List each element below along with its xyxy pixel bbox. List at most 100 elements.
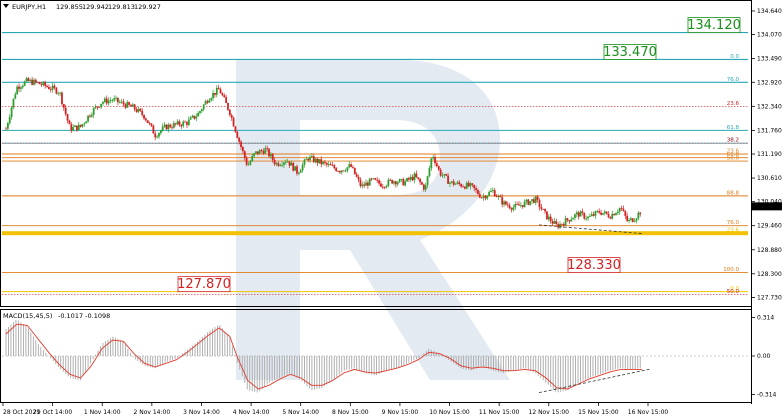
candle-body (456, 182, 459, 184)
candle-body (419, 178, 422, 183)
candle-body (258, 150, 261, 154)
level-ratio-label: 38.2 (727, 138, 739, 144)
candle-body (378, 180, 380, 184)
candle-body (245, 157, 248, 165)
candle-body (460, 184, 463, 187)
candle-body (74, 125, 76, 128)
candle-body (90, 114, 93, 117)
macd-tick-label: 0.314 (757, 315, 774, 322)
candle-body (637, 212, 640, 219)
candle-body (463, 186, 466, 189)
candle-body (327, 164, 330, 165)
level-price-box (567, 257, 621, 273)
candle-body (92, 108, 95, 115)
candle-body (350, 164, 352, 167)
dropdown-triangle-icon[interactable] (3, 4, 9, 8)
candle-body (197, 113, 200, 117)
candle-body (251, 156, 254, 162)
candle-body (305, 158, 308, 160)
candle-body (631, 218, 634, 222)
candle-body (424, 185, 427, 190)
level-price-box-label: 134.120 (687, 18, 741, 33)
level-price-box (687, 17, 741, 33)
candle-body (193, 115, 196, 119)
candle-body (613, 213, 616, 216)
candle-body (592, 214, 595, 216)
candle-body (96, 106, 99, 108)
candle-body (14, 94, 17, 99)
candle-body (353, 167, 356, 175)
candle-body (486, 195, 489, 199)
candle-body (281, 164, 283, 166)
time-tick-label: 10 Nov 15:00 (429, 409, 470, 416)
candle-body (505, 201, 507, 205)
candle-body (473, 184, 476, 189)
candle-body (303, 159, 306, 165)
candle-body (437, 166, 440, 170)
candle-body (600, 212, 602, 215)
candle-body (191, 115, 194, 118)
candle-body (603, 211, 606, 214)
time-tick-label: 8 Nov 15:00 (332, 409, 369, 416)
candle-body (120, 101, 123, 103)
candle-body (180, 125, 183, 127)
candle-body (635, 218, 638, 221)
candle-body (299, 170, 302, 173)
candle-body (238, 137, 241, 142)
candle-body (29, 79, 32, 81)
candle-body (337, 171, 339, 172)
candle-body (503, 201, 505, 205)
candle-body (615, 213, 617, 216)
candle-body (75, 125, 78, 131)
candle-body (283, 162, 285, 165)
candle-body (501, 197, 504, 205)
candle-body (81, 124, 84, 127)
candle-body (452, 181, 455, 185)
candle-body (622, 208, 625, 211)
candle-body (340, 170, 343, 173)
axes: 134.640 134.070 133.490 132.920 132.340 131.7… (2, 8, 782, 416)
candle-body (432, 157, 435, 159)
candle-body (555, 221, 558, 225)
candle-body (333, 165, 336, 169)
candle-body (581, 211, 584, 214)
candle-body (628, 219, 630, 221)
candle-body (301, 164, 304, 171)
candle-body (100, 103, 103, 108)
candle-body (55, 87, 58, 94)
candle-body (493, 190, 496, 197)
candle-body (61, 92, 63, 104)
candle-body (10, 107, 13, 117)
candle-body (372, 178, 375, 180)
level-ratio-label: 50.0 (727, 156, 740, 162)
candle-body (370, 178, 373, 180)
candle-body (391, 179, 394, 184)
price-tick-label: 134.640 (757, 8, 782, 15)
candle-body (79, 124, 82, 127)
candle-body (447, 175, 449, 184)
candle-body (103, 98, 106, 102)
candle-body (497, 195, 500, 197)
candle-body (83, 123, 86, 125)
candle-body (186, 122, 188, 125)
candle-body (249, 161, 252, 165)
candle-body (139, 108, 142, 111)
candle-body (44, 82, 47, 86)
price-tick-label: 132.920 (757, 79, 782, 86)
candle-body (488, 191, 491, 196)
candle-body (169, 124, 172, 128)
candle-body (523, 201, 526, 207)
time-tick-label: 15 Nov 15:00 (578, 409, 619, 416)
candle-body (588, 216, 591, 217)
macd-header: MACD(15,45,5) -0.1017 -0.1098 (3, 312, 110, 320)
candle-body (178, 121, 181, 126)
candle-body (208, 100, 211, 103)
level-ratio-label: 88.8 (727, 190, 740, 196)
watermark-letter-shape (236, 60, 510, 380)
candle-body (307, 158, 310, 161)
watermark-logo (236, 60, 510, 380)
candle-body (596, 211, 599, 212)
candle-body (228, 109, 231, 116)
level-ratio-label: 0.0 (730, 286, 739, 292)
candle-body (85, 121, 88, 124)
